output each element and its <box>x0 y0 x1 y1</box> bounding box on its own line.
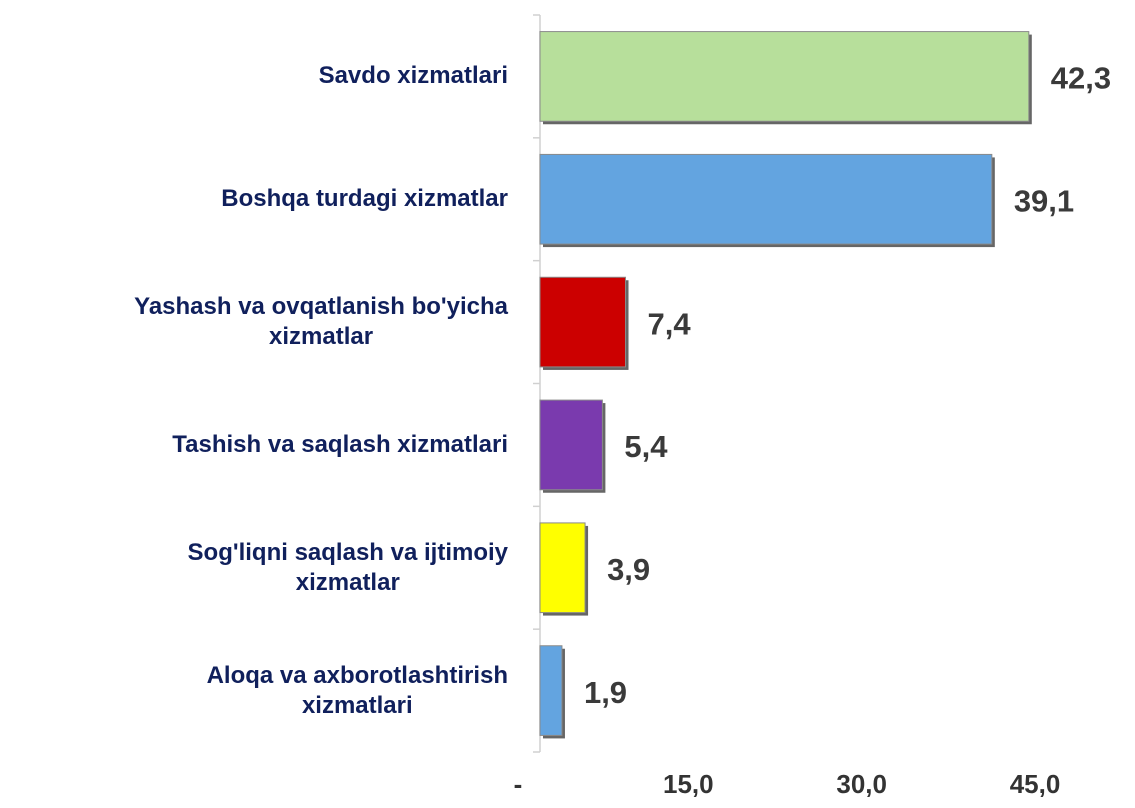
category-label-box: Boshqa turdagi xizmatlar <box>0 138 508 261</box>
value-label: 42,3 <box>1051 61 1111 96</box>
bar <box>539 522 586 614</box>
bar <box>539 399 603 491</box>
x-tick-label: 30,0 <box>836 769 887 799</box>
x-tick-label: 45,0 <box>1010 769 1061 799</box>
value-label: 39,1 <box>1014 183 1074 218</box>
category-label-box: Yashash va ovqatlanish bo'yicha xizmatla… <box>0 261 508 384</box>
bar <box>539 31 1030 122</box>
value-label: 3,9 <box>607 552 650 587</box>
bar <box>539 645 563 736</box>
value-label: 5,4 <box>624 429 668 464</box>
category-label-box: Savdo xizmatlari <box>0 15 508 138</box>
category-label: Sog'liqni saqlash va ijtimoiy xizmatlar <box>187 538 508 596</box>
value-label: 1,9 <box>584 675 627 710</box>
category-label-box: Tashish va saqlash xizmatlari <box>0 384 508 507</box>
category-label-box: Aloqa va axborotlashtirish xizmatlari <box>0 629 508 752</box>
category-label: Tashish va saqlash xizmatlari <box>172 430 508 458</box>
bar <box>539 276 627 368</box>
x-tick-label: - <box>514 769 523 799</box>
x-tick-label: 15,0 <box>663 769 714 799</box>
category-label-box: Sog'liqni saqlash va ijtimoiy xizmatlar <box>0 506 508 629</box>
category-label: Savdo xizmatlari <box>318 62 508 90</box>
category-label: Aloqa va axborotlashtirish xizmatlari <box>206 661 508 719</box>
category-label: Boshqa turdagi xizmatlar <box>221 185 508 213</box>
value-label: 7,4 <box>648 306 692 341</box>
bar <box>539 153 993 245</box>
category-label: Yashash va ovqatlanish bo'yicha xizmatla… <box>134 293 508 351</box>
